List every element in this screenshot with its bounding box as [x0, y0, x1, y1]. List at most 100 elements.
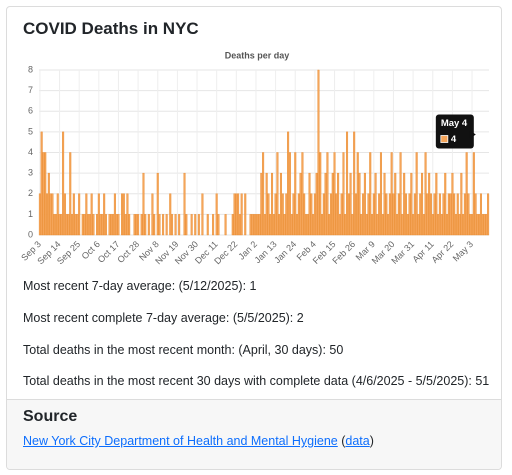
bar [365, 214, 368, 236]
bar [374, 172, 377, 236]
bar [467, 193, 470, 236]
bar [135, 214, 138, 236]
bar [274, 193, 277, 236]
bar [249, 214, 252, 236]
bar [49, 193, 52, 236]
chart-title: Deaths per day [225, 50, 290, 60]
bar [371, 214, 374, 236]
bar [437, 214, 440, 236]
tooltip-label: May 4 [441, 118, 468, 129]
bar [133, 214, 136, 236]
source-line: New York City Department of Health and M… [23, 434, 374, 448]
bar [103, 193, 106, 236]
bar [308, 172, 311, 236]
bar [71, 214, 74, 236]
bar [85, 193, 88, 236]
bar [262, 152, 265, 236]
bar [408, 193, 411, 236]
x-tick-label: Oct 28 [115, 239, 141, 265]
bar [444, 172, 447, 236]
bar [54, 214, 57, 236]
bar [290, 214, 293, 236]
bar [369, 152, 372, 236]
tooltip-value: 4 [451, 134, 457, 145]
bar [285, 193, 288, 236]
bar [92, 214, 95, 236]
bar [76, 214, 79, 236]
bar [379, 152, 382, 236]
bar [96, 214, 99, 236]
bar [381, 214, 384, 236]
bar [456, 193, 459, 236]
bar [121, 193, 124, 236]
bar [147, 214, 150, 236]
bar [288, 152, 291, 236]
bar [215, 193, 218, 236]
bar [185, 214, 188, 236]
bar [392, 193, 395, 236]
bar [237, 193, 240, 236]
bar [333, 152, 336, 236]
y-tick-label: 7 [28, 85, 33, 95]
bar [335, 193, 338, 236]
bar [276, 152, 279, 236]
bar [360, 214, 363, 236]
bar [353, 131, 356, 236]
y-tick-label: 3 [28, 168, 33, 178]
bar [306, 214, 309, 236]
bar [324, 172, 327, 236]
y-tick-label: 1 [28, 209, 33, 219]
bar [349, 172, 352, 236]
bar [472, 152, 475, 236]
bar [304, 214, 307, 236]
bar [463, 193, 466, 236]
source-link[interactable]: New York City Department of Health and M… [23, 434, 338, 448]
bar [422, 214, 425, 236]
bar [340, 193, 343, 236]
bar [487, 193, 490, 236]
bar [113, 193, 116, 236]
bar [258, 214, 261, 236]
bar [62, 131, 65, 236]
bar [238, 214, 241, 236]
bar [165, 214, 168, 236]
stat: Total deaths in the most recent month: (… [23, 343, 344, 357]
bar [322, 193, 325, 236]
bar [60, 214, 63, 236]
stat: Most recent complete 7-day average: (5/5… [23, 311, 304, 325]
stat: Total deaths in the most recent 30 days … [23, 374, 490, 388]
bar [231, 214, 234, 236]
bar [292, 193, 295, 236]
bar [438, 193, 441, 236]
bar [142, 172, 145, 236]
bar [312, 214, 315, 236]
data-link[interactable]: data [345, 434, 370, 448]
card: COVID Deaths in NYC Deaths per day 0 1 2 3 4… [6, 6, 502, 470]
bar [124, 214, 127, 236]
y-tick-label: 2 [28, 188, 33, 198]
bar [140, 214, 143, 236]
bar [108, 214, 111, 236]
bar [69, 152, 72, 236]
bar [256, 214, 259, 236]
tooltip-swatch [440, 135, 449, 143]
bar [387, 214, 390, 236]
bar [471, 214, 474, 236]
bar [151, 193, 154, 236]
bar [372, 193, 375, 236]
bar [351, 214, 354, 236]
bar [376, 214, 379, 236]
bar [431, 214, 434, 236]
bar [283, 214, 286, 236]
bar [388, 193, 391, 236]
bar [272, 214, 275, 236]
card-title: COVID Deaths in NYC [23, 19, 199, 38]
bar [337, 172, 340, 236]
bar [47, 172, 50, 236]
bar [383, 172, 386, 236]
bar [435, 172, 438, 236]
bar [212, 214, 215, 236]
bar [442, 193, 445, 236]
bar [315, 172, 318, 236]
